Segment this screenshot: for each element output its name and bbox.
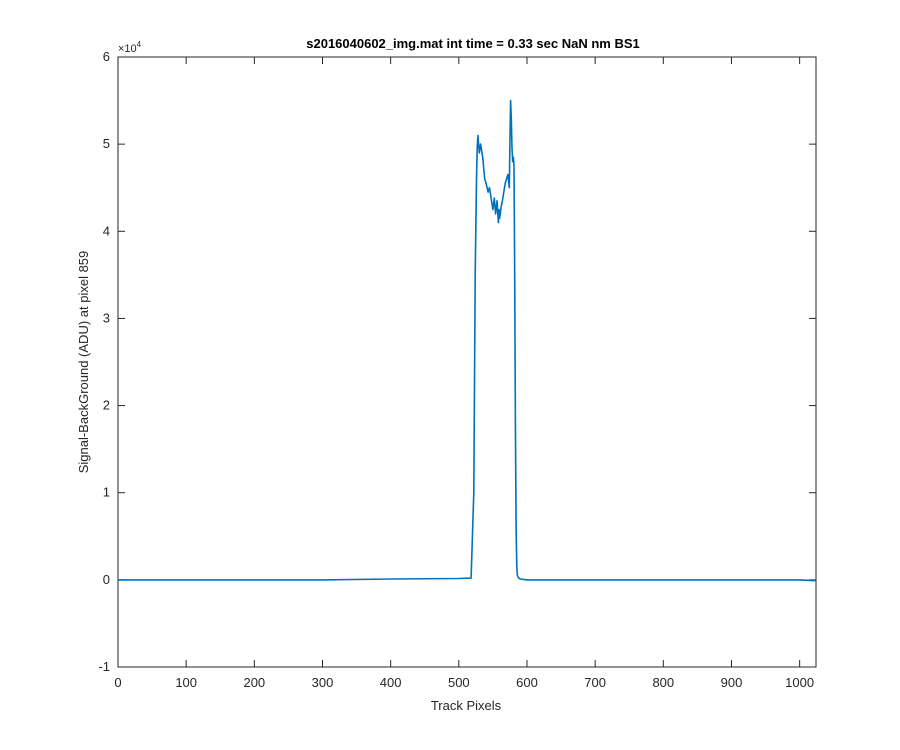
y-tick-label: -1: [98, 659, 110, 674]
y-tick-label: 1: [103, 485, 110, 500]
x-tick-label: 800: [652, 675, 674, 690]
x-tick-label: 1000: [785, 675, 814, 690]
x-tick-label: 0: [114, 675, 121, 690]
x-tick-label: 200: [243, 675, 265, 690]
y-tick-label: 4: [103, 223, 110, 238]
y-tick-label: 5: [103, 136, 110, 151]
y-tick-label: 6: [103, 49, 110, 64]
y-axis-exponent-base: ×10: [118, 43, 137, 55]
series-line: [118, 99, 817, 582]
x-axis: 0 100 200 300 400 500 600 700 800 900 1000: [114, 57, 814, 690]
x-tick-label: 400: [380, 675, 402, 690]
y-tick-label: 3: [103, 310, 110, 325]
y-axis-label: Signal-BackGround (ADU) at pixel 859: [76, 251, 91, 474]
plot-area-frame: [117, 56, 817, 668]
y-tick-label: 0: [103, 572, 110, 587]
x-tick-label: 900: [721, 675, 743, 690]
y-axis: -1 0 1 2 3 4 5 6: [98, 49, 816, 674]
y-axis-exponent: ×104: [118, 40, 142, 55]
y-axis-exponent-power: 4: [137, 40, 142, 49]
x-tick-label: 600: [516, 675, 538, 690]
x-tick-label: 100: [175, 675, 197, 690]
x-axis-label: Track Pixels: [431, 698, 502, 713]
y-tick-label: 2: [103, 398, 110, 413]
x-tick-label: 300: [312, 675, 334, 690]
x-tick-label: 700: [584, 675, 606, 690]
chart-title: s2016040602_img.mat int time = 0.33 sec …: [306, 36, 640, 51]
x-tick-label: 500: [448, 675, 470, 690]
